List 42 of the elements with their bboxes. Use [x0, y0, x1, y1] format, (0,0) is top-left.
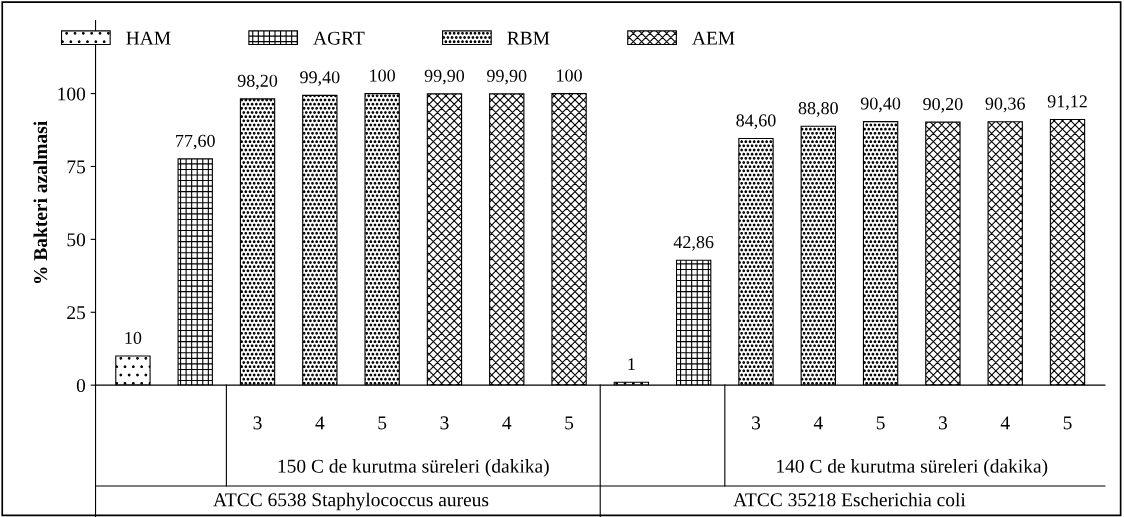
x-tick-label: 4: [1000, 416, 1010, 430]
data-label: 90,36: [985, 97, 1025, 113]
x-tick-label: 5: [565, 416, 574, 430]
x-tick-label: 3: [440, 416, 449, 430]
x-tick-label: 5: [876, 416, 885, 430]
x-tick-label: 5: [378, 416, 387, 430]
x-tick-label: 5: [1063, 416, 1072, 430]
x-tick-label: 4: [315, 416, 325, 430]
data-label: 91,12: [1047, 95, 1087, 111]
legend-label: RBM: [507, 31, 550, 45]
data-label: 98,20: [237, 74, 278, 90]
x-tick-label: 3: [752, 416, 761, 430]
legend-label: HAM: [126, 31, 171, 45]
x-tick-label: 4: [813, 416, 823, 430]
y-tick-label: 75: [67, 160, 86, 174]
data-label: 99,40: [300, 71, 340, 86]
data-label: 100: [557, 69, 582, 82]
data-label: 10: [125, 331, 142, 345]
data-label: 1: [628, 358, 635, 371]
text: 140 C de kurutma süreleri (dakika): [777, 459, 1048, 477]
x-tick-label: 3: [253, 416, 262, 430]
data-label: 84,60: [736, 114, 776, 130]
y-tick-label: 25: [67, 306, 86, 320]
data-label: 77,60: [176, 134, 215, 150]
y-tick-label: 100: [58, 87, 86, 101]
legend-label: AGRT: [313, 31, 365, 45]
data-label: 99,90: [487, 69, 527, 85]
data-label: 90,20: [923, 97, 963, 113]
data-label: 99,90: [424, 69, 465, 85]
text: ATCC 6538 Staphylococcus aureus: [213, 492, 489, 511]
data-label: 100: [370, 69, 395, 82]
y-tick-label: 0: [76, 378, 86, 393]
text: 150 C de kurutma süreleri (dakika): [278, 459, 549, 477]
data-label: 42,86: [673, 236, 714, 251]
x-tick-label: 3: [938, 416, 947, 430]
text: ATCC 35218 Escherichia coli: [733, 492, 966, 507]
y-tick-label: 50: [67, 233, 86, 247]
legend-label: AEM: [692, 31, 735, 45]
x-tick-label: 4: [502, 416, 512, 430]
y-axis-title: % Bakteri azalmasi: [33, 121, 48, 284]
data-label: 90,40: [860, 97, 901, 113]
data-label: 88,80: [798, 102, 838, 117]
